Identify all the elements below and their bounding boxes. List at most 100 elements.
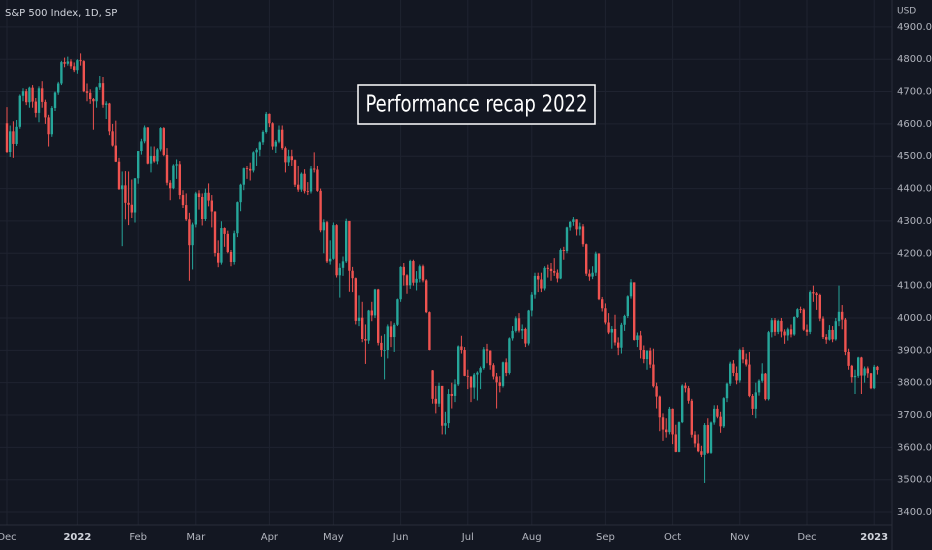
candle-body [732,363,735,373]
candle-body [229,251,233,263]
candle-body [153,155,156,162]
candle-body [393,324,396,338]
candle-body [725,383,729,399]
candle-body [642,350,645,360]
candles [5,53,879,483]
y-tick-label: 4700.00 [897,87,932,98]
candle-body [722,398,725,427]
candle-body [453,384,457,396]
candle-body [274,141,277,147]
candle-body [418,266,421,279]
y-tick-label: 3700.00 [897,410,932,421]
candle-body [415,278,418,283]
candle-body [521,328,524,331]
candle-body [399,266,402,300]
candle-body [738,350,741,381]
candle-body [41,88,44,102]
candle-body [511,330,514,339]
candle-body [508,338,511,373]
candle-body [645,350,649,360]
candle-body [191,224,194,246]
candle-body [604,308,607,323]
candle-body [226,233,229,252]
candle-body [245,168,249,170]
candle-body [713,408,716,423]
candle-body [719,416,722,427]
candle-body [133,178,137,213]
candle-body [236,202,239,234]
candle-body [850,365,853,378]
candle-body [60,62,63,84]
candle-body [421,266,425,281]
candle-body [44,101,47,118]
candle-body [709,422,713,453]
y-tick-label: 3600.00 [897,442,932,453]
candle-body [18,95,21,127]
candle-body [617,342,620,348]
candle-body [357,317,361,321]
candle-body [409,261,412,286]
candle-body [364,339,367,341]
candle-body [156,149,159,162]
y-tick-label: 4300.00 [897,216,932,227]
candle-body [220,228,223,263]
candle-body [300,173,303,190]
candle-body [687,388,690,401]
candle-body [639,335,642,350]
candle-body [565,227,569,252]
candle-body [700,451,703,455]
x-tick-label: Dec [0,532,17,543]
candle-body [265,113,268,132]
candle-body [127,202,130,205]
candle-body [588,273,591,277]
candle-body [309,168,313,192]
candle-body [831,329,834,340]
candle-body [857,357,860,376]
x-tick-label: Feb [129,532,147,543]
candle-body [745,359,748,365]
candle-body [428,312,431,350]
candle-body [629,282,633,297]
candle-body [585,244,588,274]
candle-body [793,317,796,335]
candle-body [661,417,665,430]
candle-body [754,392,757,409]
candle-body [348,220,351,271]
candle-body [828,329,831,340]
candle-body [354,278,357,321]
candle-body [162,128,165,155]
candle-body [809,292,812,332]
currency-label: USD [897,7,916,17]
x-tick-label: Oct [664,532,681,543]
candle-body [482,349,485,369]
candle-body [658,396,661,418]
candle-body [735,372,738,381]
candle-body [876,366,879,371]
x-tick-label: Mar [186,532,206,543]
candle-body [140,141,143,152]
candle-body [284,148,287,163]
x-tick-label: Apr [261,532,279,543]
candle-body [204,192,207,219]
candle-body [117,161,121,190]
candle-body [652,364,655,387]
candle-body [130,204,133,213]
candle-body [66,61,69,64]
candle-body [655,386,658,397]
candle-body [770,320,773,333]
candle-body [239,184,242,203]
candle-body [201,196,204,219]
candle-body [50,108,53,135]
candle-body [194,193,197,225]
candle-body [841,311,844,320]
candle-body [57,83,60,93]
candle-body [591,272,594,277]
candle-body [498,382,501,386]
candle-body [818,295,821,319]
candle-body [210,200,213,212]
candle-body [575,219,578,230]
candle-body [741,350,745,360]
candle-body [581,226,585,245]
candle-body [73,66,76,71]
